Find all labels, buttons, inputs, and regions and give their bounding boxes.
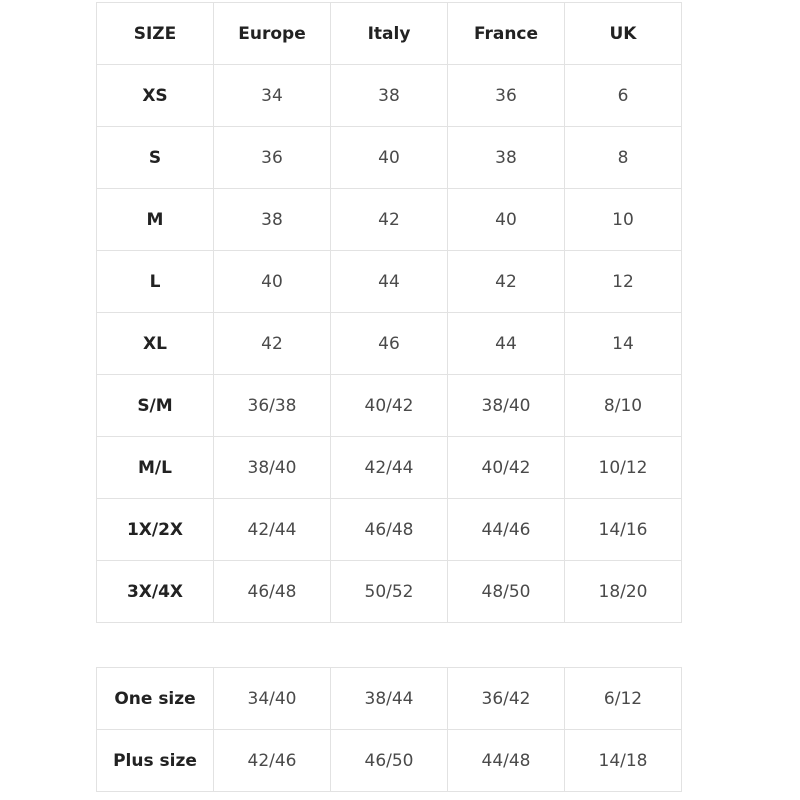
table-cell: 40 [447,188,565,251]
table-cell: 14/16 [564,498,682,561]
table-cell: 42 [330,188,448,251]
row-header: One size [96,667,214,730]
table-cell: 44/46 [447,498,565,561]
table-cell: 42/44 [330,436,448,499]
table-cell: 42 [447,250,565,313]
table-row: Plus size 42/46 46/50 44/48 14/18 [96,729,682,792]
table-cell: 36 [447,64,565,127]
table-cell: 12 [564,250,682,313]
row-header: L [96,250,214,313]
table-cell: 42/46 [213,729,331,792]
table-cell: 44 [447,312,565,375]
table-cell: 38 [330,64,448,127]
row-header: XL [96,312,214,375]
table-cell: 46 [330,312,448,375]
table-cell: 46/50 [330,729,448,792]
table-cell: 10 [564,188,682,251]
table-row: 1X/2X 42/44 46/48 44/46 14/16 [96,498,682,561]
table-cell: 8 [564,126,682,189]
table-cell: 6/12 [564,667,682,730]
column-header: France [447,2,565,65]
table-row: L 40 44 42 12 [96,250,682,313]
table-cell: 8/10 [564,374,682,437]
row-header: 1X/2X [96,498,214,561]
table-cell: 6 [564,64,682,127]
table-cell: 36/42 [447,667,565,730]
row-header: M [96,188,214,251]
row-header: XS [96,64,214,127]
table-row: M 38 42 40 10 [96,188,682,251]
table-cell: 36/38 [213,374,331,437]
table-row: One size 34/40 38/44 36/42 6/12 [96,667,682,730]
size-chart-table: SIZE Europe Italy France UK XS 34 38 36 6 S 36 40 38 8… [96,2,682,623]
table-cell: 48/50 [447,560,565,623]
table-cell: 38/44 [330,667,448,730]
table-cell: 40/42 [330,374,448,437]
special-size-table: One size 34/40 38/44 36/42 6/12 Plus size 42/4… [96,667,682,792]
table-cell: 14 [564,312,682,375]
table-cell: 14/18 [564,729,682,792]
row-header: 3X/4X [96,560,214,623]
table-cell: 38 [213,188,331,251]
column-header: Italy [330,2,448,65]
table-cell: 38/40 [213,436,331,499]
table-cell: 46/48 [330,498,448,561]
table-cell: 38/40 [447,374,565,437]
table-row: 3X/4X 46/48 50/52 48/50 18/20 [96,560,682,623]
column-header: SIZE [96,2,214,65]
table-cell: 46/48 [213,560,331,623]
table-row: S 36 40 38 8 [96,126,682,189]
table-cell: 42/44 [213,498,331,561]
row-header: M/L [96,436,214,499]
table-cell: 40/42 [447,436,565,499]
table-row: M/L 38/40 42/44 40/42 10/12 [96,436,682,499]
table-cell: 34/40 [213,667,331,730]
row-header: S/M [96,374,214,437]
column-header: UK [564,2,682,65]
table-cell: 40 [213,250,331,313]
table-cell: 50/52 [330,560,448,623]
table-cell: 44 [330,250,448,313]
table-row: XL 42 46 44 14 [96,312,682,375]
table-cell: 34 [213,64,331,127]
header-row: SIZE Europe Italy France UK [96,2,682,65]
table-cell: 38 [447,126,565,189]
table-cell: 18/20 [564,560,682,623]
row-header: Plus size [96,729,214,792]
table-row: XS 34 38 36 6 [96,64,682,127]
table-row: S/M 36/38 40/42 38/40 8/10 [96,374,682,437]
table-cell: 10/12 [564,436,682,499]
column-header: Europe [213,2,331,65]
table-cell: 44/48 [447,729,565,792]
row-header: S [96,126,214,189]
table-cell: 40 [330,126,448,189]
table-cell: 42 [213,312,331,375]
table-cell: 36 [213,126,331,189]
